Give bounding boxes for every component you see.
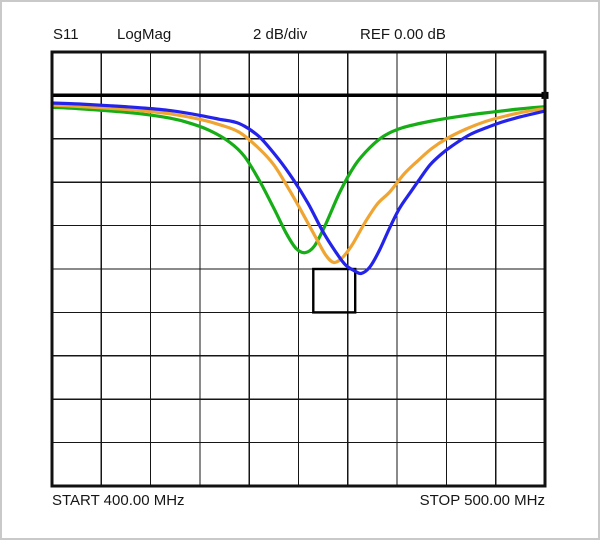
s11-logmag-plot	[50, 50, 549, 488]
stop-frequency-label: STOP 500.00 MHz	[419, 492, 545, 509]
marker-box	[312, 267, 357, 314]
plot-grid	[52, 52, 545, 486]
scale-per-div-label: 2 dB/div	[253, 26, 308, 43]
plot-border	[50, 50, 547, 488]
start-frequency-label: START 400.00 MHz	[52, 492, 185, 509]
format-label: LogMag	[117, 26, 172, 43]
trace1-green	[50, 105, 547, 255]
reference-level-label: REF 0.00 dB	[360, 26, 446, 43]
trace-label: S11	[53, 26, 79, 43]
trace3-blue	[50, 101, 547, 276]
trace2-orange	[50, 103, 547, 265]
